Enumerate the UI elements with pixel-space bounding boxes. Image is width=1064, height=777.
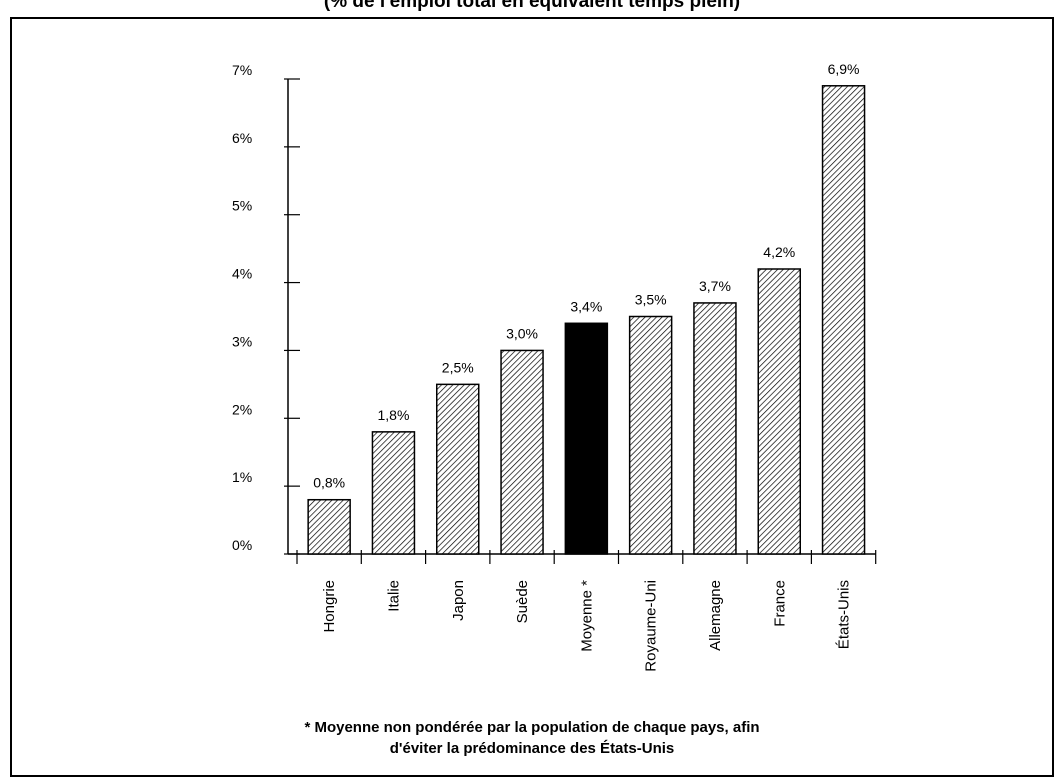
data-label: 3,5% [635,292,667,308]
bar [693,302,737,555]
bar-chart: 0% 1% 2% 3% 4% 5% 6% 7% 0,8% Hongrie 1,8% Italie 2,… [232,61,877,672]
chart-labels: 0,8% Hongrie 1,8% Italie 2,5% Japon 3,0% Suède 3… [313,61,859,672]
y-tick-label: 5% [232,198,252,214]
bar [564,322,609,555]
category-label: Moyenne * [578,580,595,652]
bar [821,85,866,555]
y-tick-label: 1% [232,469,252,485]
data-label: 3,7% [699,278,731,294]
footnote-line-1: * Moyenne non pondérée par la population… [304,719,760,736]
y-tick-label: 0% [232,537,252,553]
data-label: 3,0% [506,325,538,341]
bar [436,383,480,555]
y-tick-label: 2% [232,401,252,417]
data-label: 4,2% [763,244,795,260]
bar [371,431,416,555]
category-label: Suède [514,580,531,623]
category-label: France [771,580,788,627]
data-label: 1,8% [377,407,409,423]
bar [628,315,673,555]
bar [500,349,544,555]
category-label: États-Unis [836,580,853,649]
bar [757,268,801,555]
footnote-line-2: d'éviter la prédominance des États-Unis [389,740,675,757]
category-label: Japon [450,580,467,621]
category-label: Italie [385,580,402,612]
y-tick-label: 4% [232,266,252,282]
category-label: Royaume-Uni [643,580,660,672]
data-label: 6,9% [828,61,860,77]
chart-title: (% de l'emploi total en équivalent temps… [323,0,741,12]
category-label: Hongrie [321,580,338,633]
y-tick-label: 6% [232,130,252,146]
chart-bars [307,85,866,555]
y-tick-label: 3% [232,333,252,349]
data-label: 3,4% [570,298,602,314]
category-label: Allemagne [707,580,724,651]
bar [307,498,351,555]
data-label: 0,8% [313,475,345,491]
data-label: 2,5% [442,359,474,375]
y-tick-label: 7% [232,62,252,78]
